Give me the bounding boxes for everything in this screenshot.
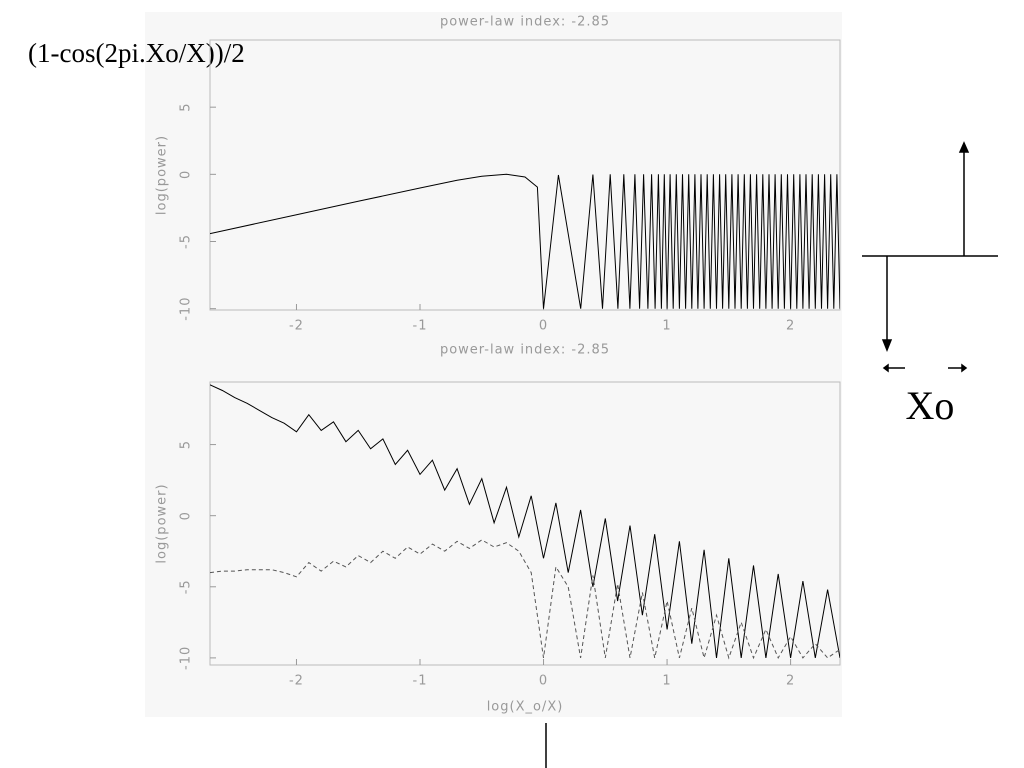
y-tick-label: -5 — [179, 234, 194, 249]
x-tick-label: 2 — [786, 319, 795, 334]
x-tick-label: -1 — [413, 674, 428, 689]
x-tick-label: 1 — [662, 674, 671, 689]
diagram-label: Xo — [906, 383, 955, 428]
y-tick-label: -5 — [179, 579, 194, 594]
diagram — [545, 141, 998, 768]
line-series — [210, 173, 840, 309]
chart-title: power-law index: -2.85 — [440, 343, 610, 358]
line-series — [210, 539, 840, 660]
y-tick-label: -10 — [179, 646, 194, 670]
plot-frame — [209, 381, 841, 666]
plot-background — [145, 12, 842, 717]
y-tick-label: -10 — [179, 297, 194, 321]
x-tick-label: 0 — [539, 674, 548, 689]
plot-frame — [209, 39, 841, 311]
line-series — [210, 384, 840, 658]
y-tick-label: 0 — [179, 170, 194, 179]
chart-title: power-law index: -2.85 — [440, 15, 610, 30]
plot-area — [210, 384, 840, 660]
x-tick-label: -2 — [289, 319, 304, 334]
x-tick-label: 0 — [539, 319, 548, 334]
formula: (1-cos(2pi.Xo/X))/2 — [28, 38, 245, 68]
x-tick-label: 2 — [786, 674, 795, 689]
y-tick-label: 5 — [179, 440, 194, 449]
y-tick-label: 5 — [179, 103, 194, 112]
x-tick-label: 1 — [662, 319, 671, 334]
plot-area — [210, 173, 840, 309]
x-tick-label: -1 — [413, 319, 428, 334]
y-axis-label: log(power) — [155, 135, 170, 215]
x-tick-label: -2 — [289, 674, 304, 689]
x-axis-label: log(X_o/X) — [487, 700, 564, 715]
y-tick-label: 0 — [179, 511, 194, 520]
y-axis-label: log(power) — [155, 483, 170, 563]
